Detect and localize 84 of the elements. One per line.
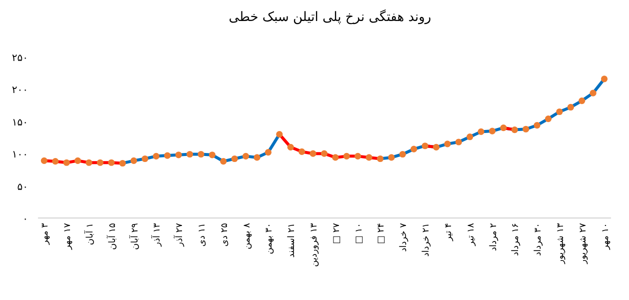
point — [254, 154, 260, 161]
point — [388, 154, 395, 161]
point — [511, 126, 518, 134]
point — [86, 159, 92, 166]
point — [410, 146, 418, 152]
point — [399, 150, 406, 158]
point — [466, 134, 474, 140]
point — [343, 152, 350, 160]
point — [130, 157, 138, 164]
point — [488, 128, 496, 134]
x-tick-label: ۳ مهر — [40, 222, 51, 246]
x-tick-label: ۲۹ آبان — [128, 222, 140, 250]
x-tick-label: ۱۳ فروردین — [310, 222, 320, 267]
point — [298, 148, 306, 155]
y-tick-label: ۱۰۰ — [12, 150, 28, 161]
point — [478, 128, 484, 136]
x-tick-label: ۲۷ آذر — [173, 222, 186, 248]
y-tick-label: ۲۰۰ — [12, 85, 28, 96]
x-tick-label: ۸ بهمن — [242, 222, 252, 250]
point — [320, 150, 328, 157]
x-tick-label: ۲۵ دی — [220, 222, 230, 247]
point — [119, 160, 126, 167]
point — [500, 124, 507, 132]
point — [354, 152, 362, 160]
x-tick-label: ۲۱ خرداد — [422, 223, 432, 257]
point — [578, 97, 586, 104]
chart-title: روند هفتگی نرخ پلی اتیلن سبک خطی — [228, 9, 432, 25]
y-tick-label: ۲۵۰ — [12, 53, 28, 64]
point — [366, 154, 372, 161]
y-tick-label: ۱۵۰ — [12, 117, 28, 128]
point — [186, 150, 194, 158]
point — [522, 126, 530, 132]
x-tick-label: ۱۱ دی — [197, 223, 208, 247]
x-tick-label: ۱۰ مهر — [600, 223, 611, 250]
point — [220, 158, 227, 165]
point — [175, 152, 182, 158]
point — [242, 152, 250, 160]
point — [332, 154, 339, 161]
point — [455, 138, 462, 146]
x-tick-label: ۲۷ شهریور — [578, 222, 588, 265]
point — [96, 159, 104, 166]
x-tick-label: ۱۵ آبان — [106, 222, 118, 250]
point — [63, 159, 70, 166]
x-tick-label: ۳۰ مرداد — [534, 223, 544, 256]
point — [600, 76, 608, 82]
point — [152, 152, 160, 160]
x-tick-label: ۱۰ □ — [354, 223, 364, 244]
x-tick-label: ۲ مرداد — [488, 222, 499, 252]
x-tick-label: ۱۳ آذر — [150, 222, 163, 248]
y-tick-label: ۵۰ — [17, 182, 28, 193]
x-tick-label: ۴ تیر — [444, 222, 454, 242]
point — [198, 150, 204, 158]
x-tick-label: ۱۶ مرداد — [511, 222, 522, 256]
point — [534, 122, 540, 129]
point — [544, 116, 552, 122]
point — [310, 150, 316, 157]
x-tick-label: ۳۰ بهمن — [264, 223, 275, 254]
x-tick-label: ۱۳ شهریور — [556, 222, 566, 265]
point — [556, 108, 563, 116]
point — [52, 158, 59, 165]
x-tick-label: ۲۷ □ — [332, 222, 342, 244]
point — [444, 140, 451, 148]
x-tick-label: ۱۸ تیر — [466, 222, 476, 247]
point — [108, 159, 115, 166]
point — [376, 155, 384, 162]
point — [40, 157, 48, 164]
x-tick-label: ۱ آبان — [83, 223, 96, 246]
point — [74, 157, 82, 164]
y-tick-label: ۰ — [22, 214, 28, 225]
point — [422, 142, 428, 150]
point — [567, 104, 574, 111]
x-tick-label: ۲۴ □ — [376, 222, 387, 244]
point — [231, 155, 238, 162]
point — [208, 152, 216, 158]
point — [590, 90, 596, 96]
point — [264, 149, 272, 156]
point — [142, 155, 148, 162]
x-tick-label: ۱۷ مهر — [63, 222, 74, 250]
point — [276, 130, 283, 138]
point — [164, 152, 171, 159]
point — [287, 144, 294, 150]
point — [432, 144, 440, 150]
x-tick-label: ۲۱ اسفند — [287, 223, 298, 258]
x-tick-label: ۷ خرداد — [399, 222, 410, 252]
